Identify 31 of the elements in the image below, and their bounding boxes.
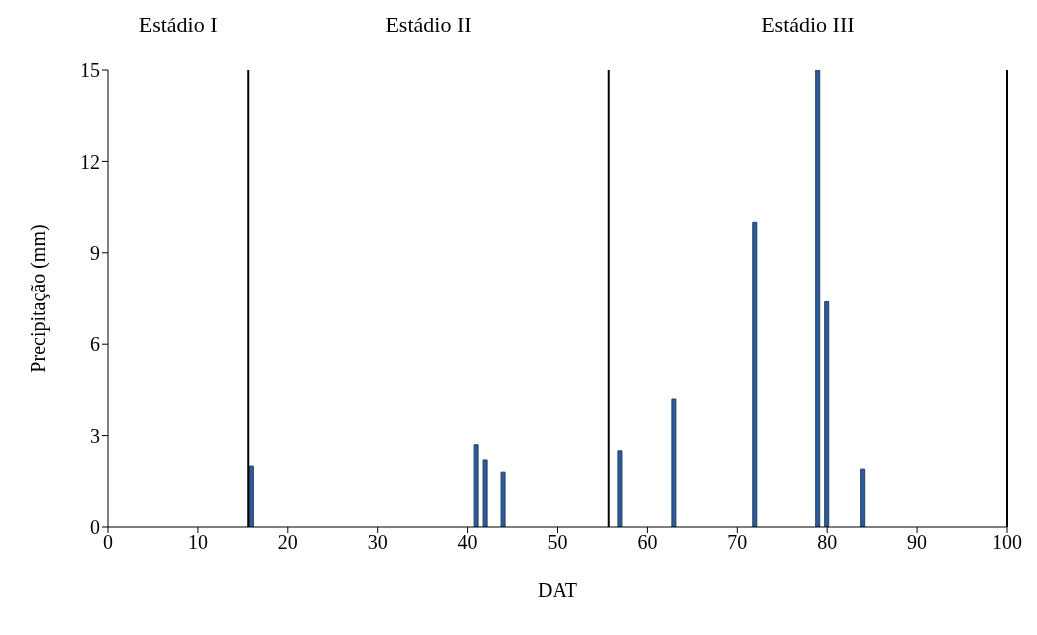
- x-axis-title: DAT: [538, 579, 577, 601]
- x-tick-label: 100: [992, 531, 1022, 554]
- x-tick-label: 30: [367, 531, 388, 554]
- y-tick-label: 15: [80, 59, 100, 82]
- y-tick-label: 12: [80, 150, 100, 173]
- x-tick-label: 20: [277, 531, 298, 554]
- text: Estádio I: [138, 12, 218, 37]
- y-tick-label: 9: [90, 241, 100, 264]
- bar: [482, 459, 488, 527]
- bar: [860, 468, 866, 527]
- x-tick-label: 70: [727, 531, 748, 554]
- y-tick-label: 3: [90, 424, 100, 447]
- bar: [824, 301, 830, 527]
- y-tick-label: 0: [90, 516, 100, 539]
- y-axis-title: Precipitação (mm): [27, 224, 51, 373]
- x-tick-label: 10: [187, 531, 208, 554]
- y-tick-label: 6: [90, 333, 100, 356]
- bar: [671, 398, 677, 527]
- x-tick-label: 40: [457, 531, 478, 554]
- text: Estádio II: [385, 12, 472, 37]
- text: Estádio III: [761, 12, 855, 37]
- bar: [752, 221, 758, 527]
- bar: [617, 450, 623, 527]
- x-tick-label: 50: [547, 531, 568, 554]
- bar: [248, 465, 254, 527]
- x-tick-label: 90: [907, 531, 928, 554]
- x-tick-label: 80: [817, 531, 838, 554]
- bar: [473, 444, 479, 527]
- x-tick-label: 60: [637, 531, 658, 554]
- bar: [815, 70, 821, 527]
- bar: [500, 471, 506, 527]
